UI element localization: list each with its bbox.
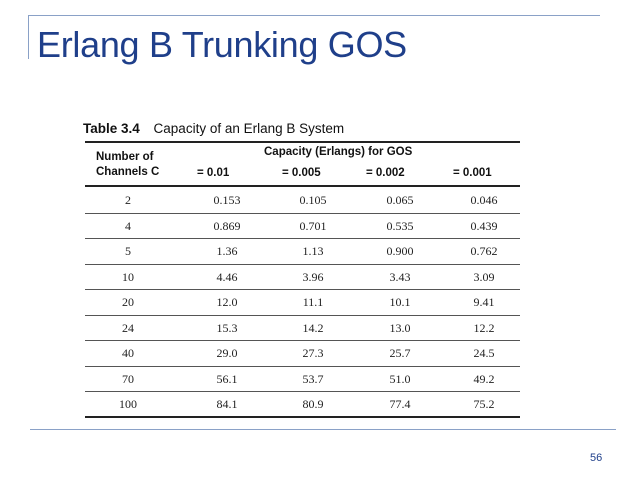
header-gos-col-4: = 0.001 bbox=[453, 167, 492, 179]
header-channels-line2: Channels C bbox=[96, 166, 160, 178]
table-caption-text: Capacity of an Erlang B System bbox=[153, 121, 345, 136]
table-caption-number: Table 3.4 bbox=[83, 121, 140, 136]
table-row-divider bbox=[85, 314, 520, 316]
table-row-divider bbox=[85, 263, 520, 265]
table-cell-channels: 40 bbox=[122, 346, 134, 360]
table-cell-capacity: 3.96 bbox=[302, 269, 324, 284]
table-header-rule bbox=[85, 185, 520, 187]
table-cell-capacity: 25.7 bbox=[389, 346, 411, 360]
table-cell-capacity: 0.046 bbox=[470, 193, 498, 207]
table-cell-capacity: 27.3 bbox=[302, 346, 324, 360]
table-cell-capacity: 51.0 bbox=[389, 371, 411, 386]
table-cell-channels: 5 bbox=[125, 244, 131, 258]
table-cell-capacity: 84.1 bbox=[216, 397, 238, 411]
table-cell-capacity: 0.065 bbox=[386, 193, 414, 207]
table-cell-capacity: 13.0 bbox=[389, 320, 411, 335]
table-cell-capacity: 1.36 bbox=[216, 244, 238, 258]
table-caption: Table 3.4 Capacity of an Erlang B System bbox=[83, 121, 344, 136]
slide-title: Erlang B Trunking GOS bbox=[37, 24, 407, 65]
header-gos-col-3: = 0.002 bbox=[366, 167, 405, 179]
table-cell-capacity: 11.1 bbox=[302, 295, 324, 309]
table-cell-channels: 70 bbox=[122, 371, 134, 386]
table-row-divider bbox=[85, 238, 520, 239]
table-bottom-rule bbox=[85, 416, 520, 418]
table-row-divider bbox=[85, 391, 520, 392]
table-cell-channels: 24 bbox=[122, 320, 134, 335]
slide-frame-bottom-line bbox=[30, 429, 616, 430]
table-cell-capacity: 3.43 bbox=[389, 269, 411, 284]
table-cell-capacity: 0.900 bbox=[386, 244, 414, 258]
table-top-rule bbox=[85, 141, 520, 143]
table-cell-capacity: 12.2 bbox=[473, 320, 495, 335]
table-cell-capacity: 3.09 bbox=[473, 269, 495, 284]
table-cell-capacity: 1.13 bbox=[302, 244, 324, 258]
table-cell-capacity: 10.1 bbox=[389, 295, 411, 309]
table-cell-capacity: 80.9 bbox=[302, 397, 324, 411]
table-cell-capacity: 0.153 bbox=[213, 193, 241, 207]
header-gos-col-1: = 0.01 bbox=[197, 167, 230, 179]
table-cell-channels: 4 bbox=[125, 218, 131, 233]
table-cell-channels: 2 bbox=[125, 193, 131, 207]
page-number: 56 bbox=[590, 452, 603, 464]
table-cell-channels: 10 bbox=[122, 269, 134, 284]
table-cell-capacity: 77.4 bbox=[389, 397, 411, 411]
table-cell-capacity: 49.2 bbox=[473, 371, 495, 386]
table-cell-capacity: 0.439 bbox=[470, 218, 498, 233]
header-capacity-group: Capacity (Erlangs) for GOS bbox=[264, 146, 413, 158]
header-gos-col-2: = 0.005 bbox=[282, 167, 321, 179]
table-cell-capacity: 0.762 bbox=[470, 244, 498, 258]
table-cell-capacity: 4.46 bbox=[216, 269, 238, 284]
table-cell-capacity: 0.701 bbox=[299, 218, 327, 233]
table-row-divider bbox=[85, 289, 520, 290]
table-cell-channels: 20 bbox=[122, 295, 134, 309]
table-cell-capacity: 53.7 bbox=[302, 371, 324, 386]
slide-frame-top-line bbox=[28, 15, 600, 16]
table-cell-capacity: 0.535 bbox=[386, 218, 414, 233]
table-cell-capacity: 24.5 bbox=[473, 346, 495, 360]
table-cell-channels: 100 bbox=[119, 397, 137, 411]
table-cell-capacity: 0.105 bbox=[299, 193, 327, 207]
header-channels-line1: Number of bbox=[96, 151, 154, 163]
table-cell-capacity: 9.41 bbox=[473, 295, 495, 309]
table-row-divider bbox=[85, 212, 520, 214]
table-row-divider bbox=[85, 365, 520, 367]
table-cell-capacity: 0.869 bbox=[213, 218, 241, 233]
table-cell-capacity: 14.2 bbox=[302, 320, 324, 335]
slide-frame-left-line bbox=[28, 15, 29, 59]
table-cell-capacity: 12.0 bbox=[216, 295, 238, 309]
table-row-divider bbox=[85, 340, 520, 341]
table-cell-capacity: 15.3 bbox=[216, 320, 238, 335]
table-cell-capacity: 56.1 bbox=[216, 371, 238, 386]
table-cell-capacity: 29.0 bbox=[216, 346, 238, 360]
table-cell-capacity: 75.2 bbox=[473, 397, 495, 411]
